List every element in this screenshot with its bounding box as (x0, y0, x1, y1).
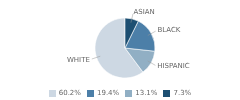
html-text:7.3%: 7.3% (173, 89, 192, 97)
svg-text:ASIAN: ASIAN (133, 8, 154, 16)
html-text:19.4%: 19.4% (97, 89, 120, 97)
svg-text:HISPANIC: HISPANIC (157, 62, 190, 70)
html-text:13.1%: 13.1% (135, 89, 158, 97)
html-text:60.2%: 60.2% (58, 89, 81, 97)
svg-text:BLACK: BLACK (157, 26, 180, 34)
svg-text:WHITE: WHITE (67, 56, 90, 64)
